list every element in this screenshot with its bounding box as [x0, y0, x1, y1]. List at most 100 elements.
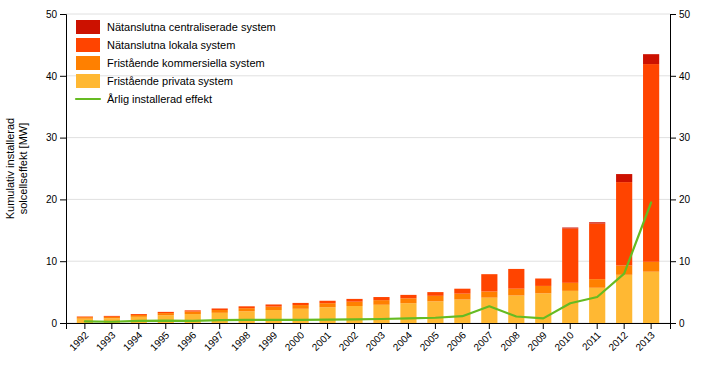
bar-series: [562, 54, 659, 228]
tick-mark: [60, 261, 66, 262]
tick: 50: [46, 9, 66, 20]
tick-mark: [670, 199, 676, 200]
bar: [643, 272, 659, 323]
tick-label: 20: [679, 194, 691, 205]
legend-swatch: [76, 56, 100, 70]
tick: 0: [670, 318, 685, 329]
chart: 1992199319941995199619971998199920002001…: [0, 0, 710, 367]
legend-swatch: [76, 98, 100, 100]
tick: 20: [670, 194, 691, 205]
tick-label: 1999: [256, 329, 280, 353]
bar: [427, 296, 443, 302]
tick: 2008: [498, 323, 522, 353]
tick: 2006: [445, 323, 469, 353]
tick-mark: [60, 76, 66, 77]
tick-mark: [670, 14, 676, 15]
bar: [266, 304, 282, 305]
tick-label: 30: [679, 132, 691, 143]
tick-mark: [354, 323, 355, 329]
bar: [373, 297, 389, 300]
bar: [373, 305, 389, 323]
bar: [508, 295, 524, 323]
tick-label: 0: [51, 318, 57, 329]
y2-axis: 01020304050: [670, 9, 691, 329]
tick: 1997: [202, 323, 226, 353]
tick-label: 40: [46, 71, 58, 82]
tick: 30: [670, 132, 691, 143]
tick-mark: [381, 323, 382, 329]
tick: 40: [670, 71, 691, 82]
tick: 1993: [94, 323, 118, 353]
bar: [562, 283, 578, 291]
bar: [346, 298, 362, 299]
bar: [481, 291, 497, 297]
tick-mark: [670, 323, 676, 324]
grid-line: [66, 14, 670, 15]
bar: [158, 311, 174, 312]
tick-mark: [489, 323, 490, 329]
bar: [643, 64, 659, 262]
tick-mark: [60, 323, 66, 324]
legend-item: Fristående privata system: [76, 74, 233, 88]
grid-line: [66, 261, 670, 262]
bar: [589, 224, 605, 280]
tick: 2004: [391, 323, 415, 353]
tick-mark: [570, 323, 571, 329]
tick-mark: [273, 323, 274, 329]
legend-label: Nätanslutna centraliserade system: [107, 21, 276, 33]
bar: [589, 222, 605, 223]
bar: [131, 314, 147, 316]
tick-mark: [670, 261, 676, 262]
tick: 30: [46, 132, 66, 143]
bar: [239, 306, 255, 307]
line: [85, 202, 651, 321]
tick-label: 2009: [525, 329, 549, 353]
tick: 2011: [580, 323, 603, 352]
legend-swatch: [76, 20, 100, 34]
tick-label: 0: [679, 318, 685, 329]
bar: [373, 297, 389, 298]
bar: [104, 315, 120, 317]
grid: [66, 14, 670, 323]
tick-mark: [60, 199, 66, 200]
legend: Nätanslutna centraliserade systemNätansl…: [76, 20, 276, 105]
legend-swatch: [76, 74, 100, 88]
tick: 1994: [121, 323, 145, 353]
tick-label: 20: [46, 194, 58, 205]
bar: [77, 317, 93, 319]
legend-label: Fristående privata system: [107, 75, 233, 87]
bar: [319, 300, 335, 301]
tick-mark: [111, 323, 112, 329]
y-axis-title: Kumulativ installeradsolcellseffekt [MW]: [4, 118, 29, 220]
tick-mark: [670, 76, 676, 77]
legend-item: Fristående kommersiella system: [76, 56, 265, 70]
axis-domain: [671, 15, 677, 324]
marks: [77, 54, 659, 323]
tick: 2013: [633, 323, 657, 353]
bar: [346, 299, 362, 302]
bar: [454, 300, 470, 323]
bar: [131, 314, 147, 315]
tick: 2000: [283, 323, 307, 353]
bar: [266, 310, 282, 323]
bar: [643, 54, 659, 64]
tick-label: 10: [46, 256, 58, 267]
bar: [266, 304, 282, 306]
bar: [185, 310, 201, 311]
legend-swatch: [76, 38, 100, 52]
grid-line: [66, 199, 670, 200]
tick-label: 1998: [229, 329, 253, 353]
bar: [454, 288, 470, 289]
tick: 2010: [552, 323, 576, 353]
tick: 1998: [229, 323, 253, 353]
tick: 2001: [310, 323, 334, 353]
plot: 1992199319941995199619971998199920002001…: [46, 9, 691, 353]
tick-mark: [435, 323, 436, 329]
tick: 1992: [67, 323, 91, 353]
tick: 1995: [148, 323, 172, 353]
tick-label: 2010: [552, 329, 576, 353]
bar: [239, 311, 255, 323]
bar: [293, 302, 309, 303]
bar: [427, 292, 443, 293]
y-axis: 0 10 20 30 40 50: [46, 9, 67, 329]
